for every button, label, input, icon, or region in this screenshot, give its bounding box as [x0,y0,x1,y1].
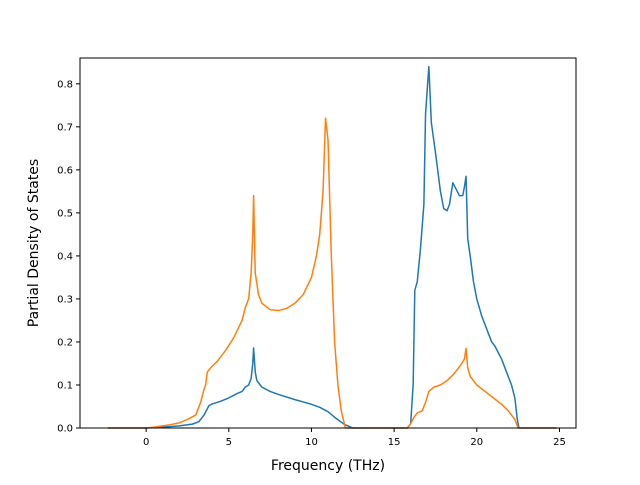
x-tick-label: 20 [470,437,483,448]
x-tick-label: 25 [553,437,566,448]
y-axis-ticks: 0.0 0.1 0.2 0.3 0.4 0.5 0.6 0.7 0.8 [57,79,80,435]
y-tick-label: 0.7 [57,122,73,133]
y-tick-label: 0.1 [57,380,73,391]
series-line-2 [107,117,557,429]
y-tick-label: 0.6 [57,165,73,176]
x-tick-label: 5 [226,437,232,448]
x-tick-label: 0 [143,437,149,448]
x-tick-label: 15 [388,437,401,448]
y-tick-label: 0.8 [57,79,73,90]
series-line-1 [107,65,557,429]
y-tick-label: 0.0 [57,424,73,435]
y-tick-label: 0.5 [57,208,73,219]
x-tick-label: 10 [305,437,318,448]
series-layer [107,65,557,429]
y-tick-label: 0.4 [57,251,73,262]
x-axis-label: Frequency (THz) [271,458,385,474]
plot-frame [79,57,577,429]
y-tick-label: 0.3 [57,294,73,305]
y-tick-label: 0.2 [57,337,73,348]
x-axis-ticks: 0 5 10 15 20 25 [143,428,566,448]
y-axis-label: Partial Density of States [26,159,42,327]
